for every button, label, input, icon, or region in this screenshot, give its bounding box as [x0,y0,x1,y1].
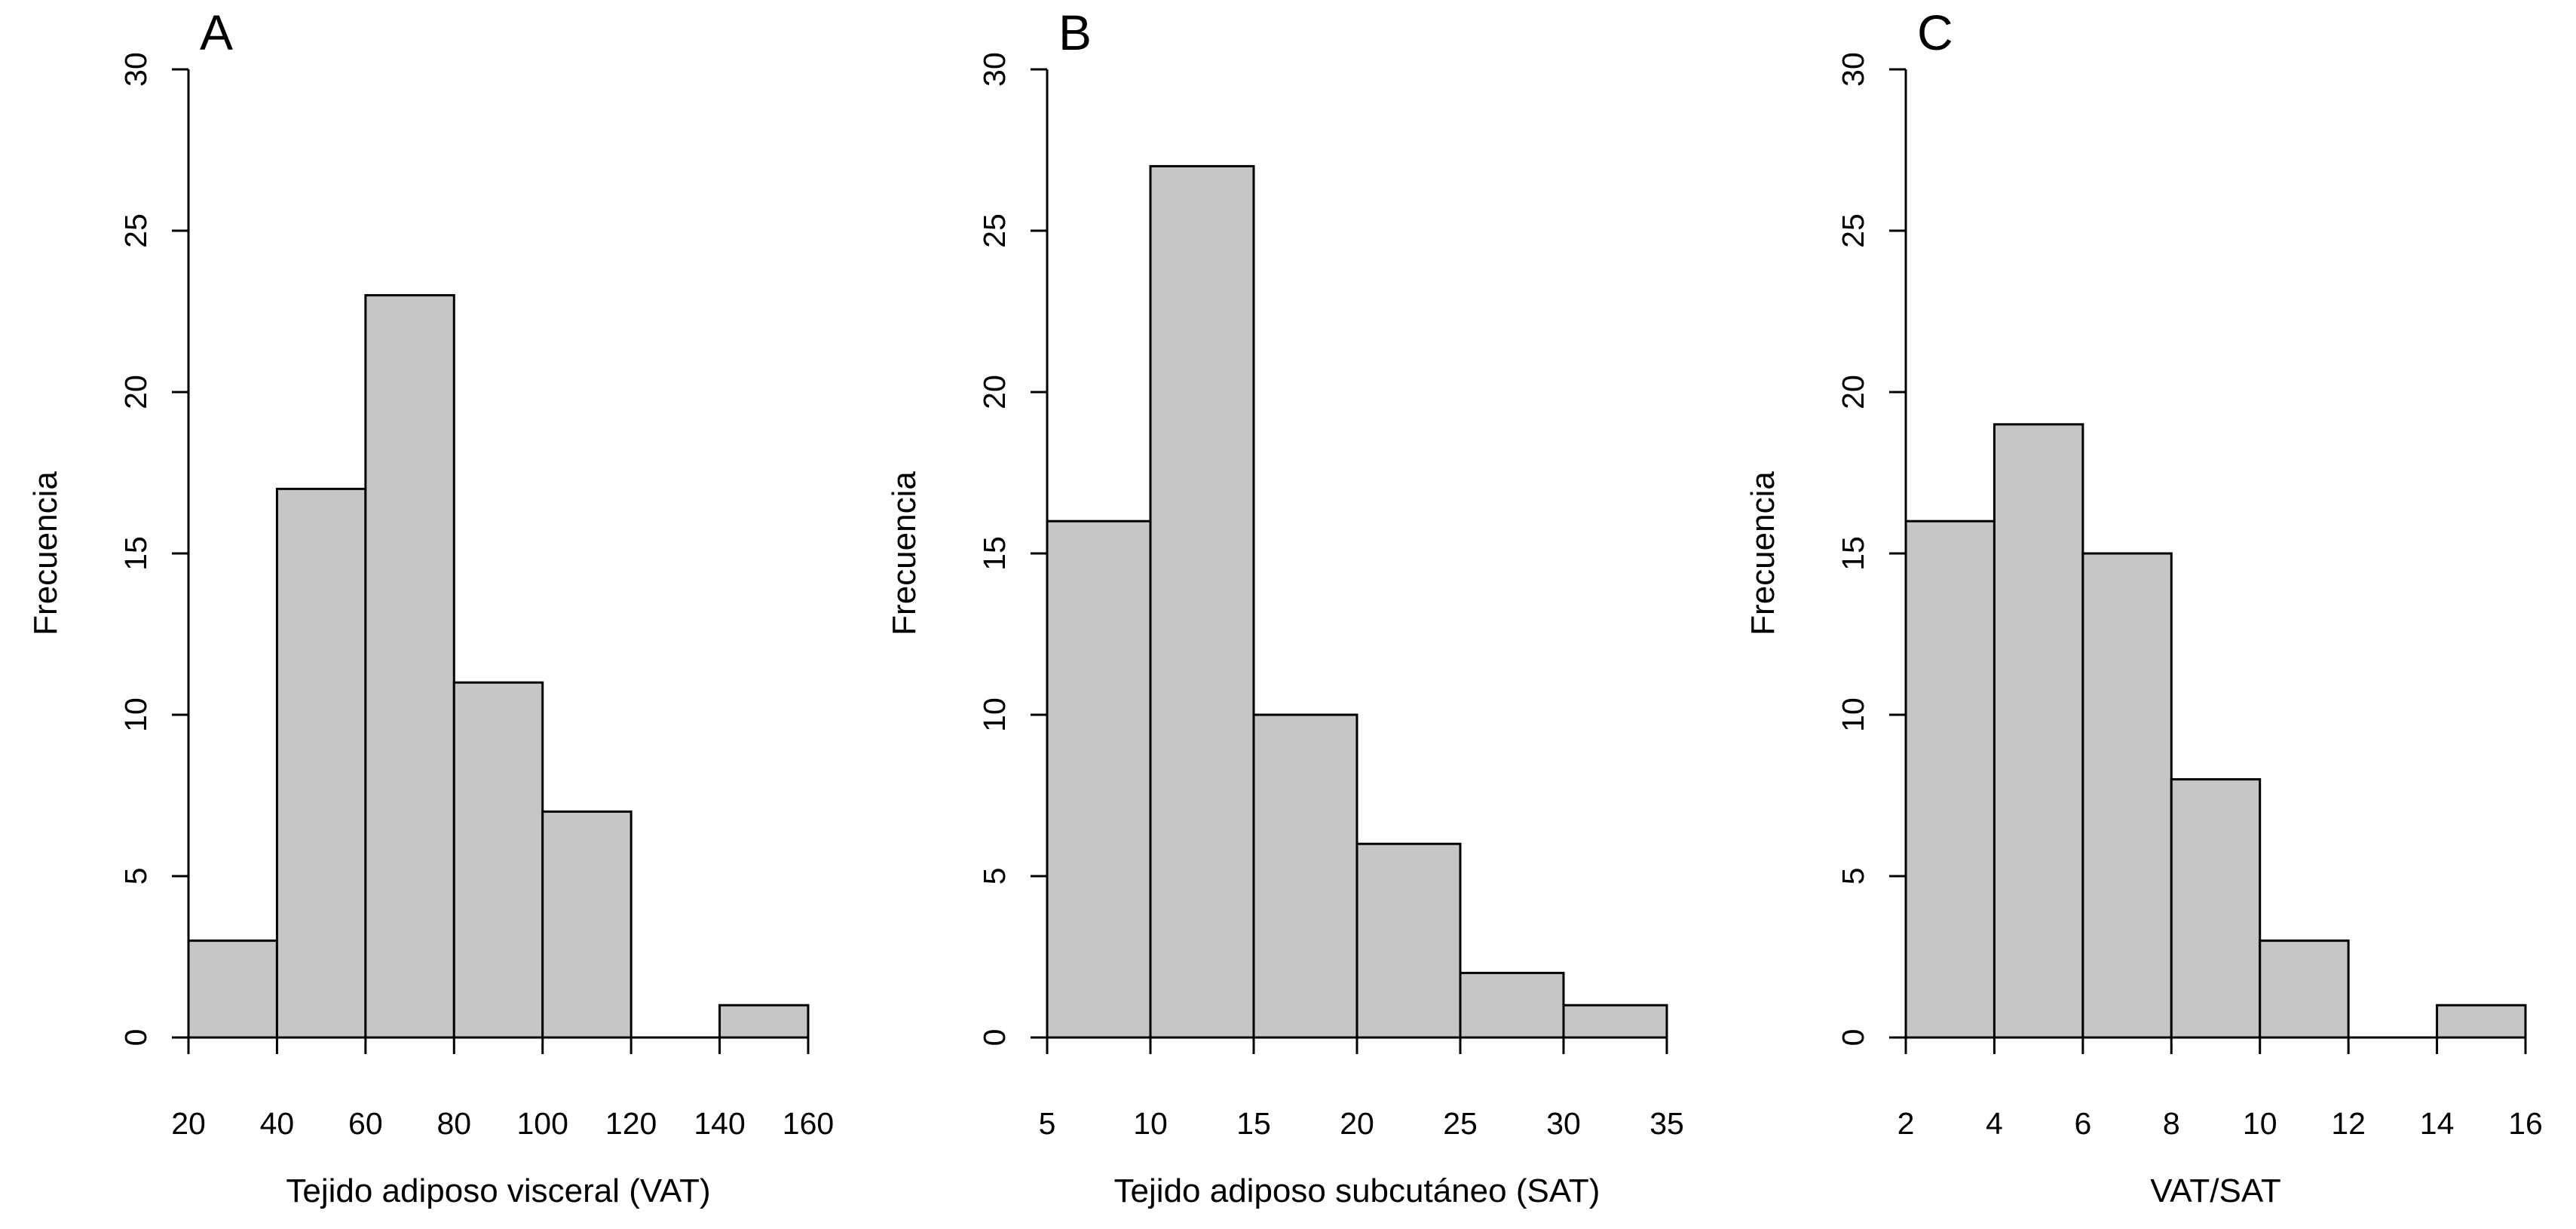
histogram-bar [2259,939,2350,1039]
x-tick-label: 140 [694,1106,745,1141]
histogram-bar [452,681,544,1039]
x-tick-label: 160 [783,1106,834,1141]
x-axis: 2 4 6 8 10 12 14 16 VAT/SAT [1898,1036,2543,1209]
y-axis: 0 5 10 15 20 25 30 Frecuencia [27,52,190,1047]
x-tick-label: 15 [1236,1106,1271,1141]
panel-b: 5 10 15 20 25 30 35 Tejido adiposo subcutáneo (… [859,0,1717,1229]
x-tick-label: 25 [1443,1106,1478,1141]
x-tick-label: 6 [2074,1106,2091,1141]
panel-c: 2 4 6 8 10 12 14 16 VAT/SAT 0 5 10 15 20 25 30 Frecuenci… [1717,0,2576,1229]
x-tick-label: 14 [2420,1106,2455,1141]
x-tick-label: 16 [2508,1106,2543,1141]
x-tick-label: 30 [1546,1106,1581,1141]
y-tick-label: 25 [1836,213,1870,248]
y-axis-title: Frecuencia [27,471,64,636]
x-tick-label: 8 [2163,1106,2180,1141]
x-tick-label: 120 [605,1106,657,1141]
x-tick-label: 35 [1649,1106,1684,1141]
x-axis-title: Tejido adiposo subcutáneo (SAT) [1114,1172,1600,1209]
panel-letter: B [1058,5,1092,60]
y-tick-label: 0 [1836,1029,1870,1047]
y-tick-label: 15 [118,536,153,571]
x-axis: 20 40 60 80 100 120 140 160 Tejido adiposo visce… [171,1036,834,1209]
y-tick-label: 20 [1836,375,1870,409]
y-axis: 0 5 10 15 20 25 30 Frecuencia [1744,52,1907,1047]
bars [1046,164,1668,1039]
y-tick-label: 25 [977,213,1012,248]
y-tick-label: 20 [118,375,153,409]
x-tick-label: 100 [517,1106,568,1141]
y-axis-title: Frecuencia [886,471,923,636]
x-tick-label: 5 [1039,1106,1056,1141]
x-tick-label: 20 [1340,1106,1374,1141]
panel-letter: C [1917,5,1953,60]
histogram-bar [1459,971,1565,1039]
y-tick-label: 5 [977,868,1012,885]
y-tick-label: 0 [977,1029,1012,1047]
y-tick-label: 20 [977,375,1012,409]
x-tick-label: 12 [2331,1106,2366,1141]
y-axis: 0 5 10 15 20 25 30 Frecuencia [886,52,1049,1047]
x-tick-label: 20 [171,1106,206,1141]
x-axis-title: VAT/SAT [2150,1172,2281,1209]
x-tick-label: 60 [348,1106,383,1141]
x-axis-title: Tejido adiposo visceral (VAT) [286,1172,710,1209]
bars [1904,423,2527,1039]
histogram-bar [1046,519,1152,1039]
histogram-bar [187,939,278,1039]
histogram-bar [2081,552,2173,1039]
y-tick-label: 10 [977,697,1012,732]
y-tick-label: 15 [977,536,1012,571]
histogram-bar [541,810,633,1039]
histogram-bar [1992,423,2084,1039]
y-tick-label: 30 [1836,52,1870,87]
histogram-bar [1252,713,1358,1039]
histogram-bar [2170,778,2262,1039]
y-tick-label: 15 [1836,536,1870,571]
histogram-bar [1149,164,1255,1039]
x-tick-label: 10 [2243,1106,2277,1141]
y-axis-title: Frecuencia [1744,471,1781,636]
y-tick-label: 5 [118,868,153,885]
histogram-bar [718,1004,810,1039]
x-axis: 5 10 15 20 25 30 35 Tejido adiposo subcutáneo (… [1039,1036,1684,1209]
histogram-vat-sat-ratio: 2 4 6 8 10 12 14 16 VAT/SAT 0 5 10 15 20 25 30 Frecuenci… [1744,5,2543,1209]
panel-a: 20 40 60 80 100 120 140 160 Tejido adiposo visce… [0,0,859,1229]
y-tick-label: 0 [118,1029,153,1047]
x-tick-label: 10 [1133,1106,1168,1141]
x-tick-label: 80 [436,1106,471,1141]
panel-letter: A [200,5,233,60]
bars [187,294,810,1039]
y-tick-label: 30 [977,52,1012,87]
histogram-sat: 5 10 15 20 25 30 35 Tejido adiposo subcutáneo (… [886,5,1684,1209]
histogram-bar [1562,1004,1668,1039]
x-tick-label: 40 [260,1106,295,1141]
histogram-bar [275,487,367,1039]
histogram-bar [2436,1004,2527,1039]
y-tick-label: 10 [1836,697,1870,732]
y-tick-label: 25 [118,213,153,248]
x-tick-label: 4 [1986,1106,2003,1141]
y-tick-label: 5 [1836,868,1870,885]
y-tick-label: 30 [118,52,153,87]
x-tick-label: 2 [1898,1106,1915,1141]
histogram-bar [1904,519,1996,1039]
histogram-bar [1355,842,1462,1039]
y-tick-label: 10 [118,697,153,732]
histogram-bar [364,294,455,1039]
